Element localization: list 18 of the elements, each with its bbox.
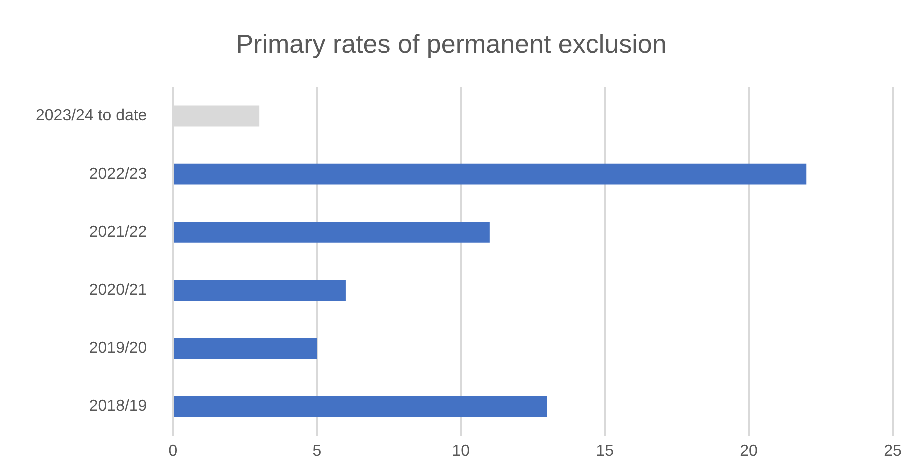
x-tick-label: 15 [596,442,614,460]
y-tick-label: 2022/23 [89,166,148,183]
bar [174,222,490,243]
x-tick-label: 20 [740,442,758,460]
x-tick-label: 0 [168,442,178,460]
x-tick-label: 25 [884,442,902,460]
x-tick-label: 10 [452,442,470,460]
y-tick-label: 2018/19 [89,398,148,416]
bar [174,338,318,360]
bar [174,164,807,185]
x-tick-label: 5 [312,442,322,460]
y-tick-label: 2023/24 to date [36,108,148,125]
y-tick-label: 2021/22 [89,224,148,241]
bar [174,280,346,302]
y-tick-label: 2020/21 [89,282,148,299]
chart-title: Primary rates of permanent exclusion [236,28,667,59]
bar [174,396,548,418]
y-tick-label: 2019/20 [89,340,148,358]
